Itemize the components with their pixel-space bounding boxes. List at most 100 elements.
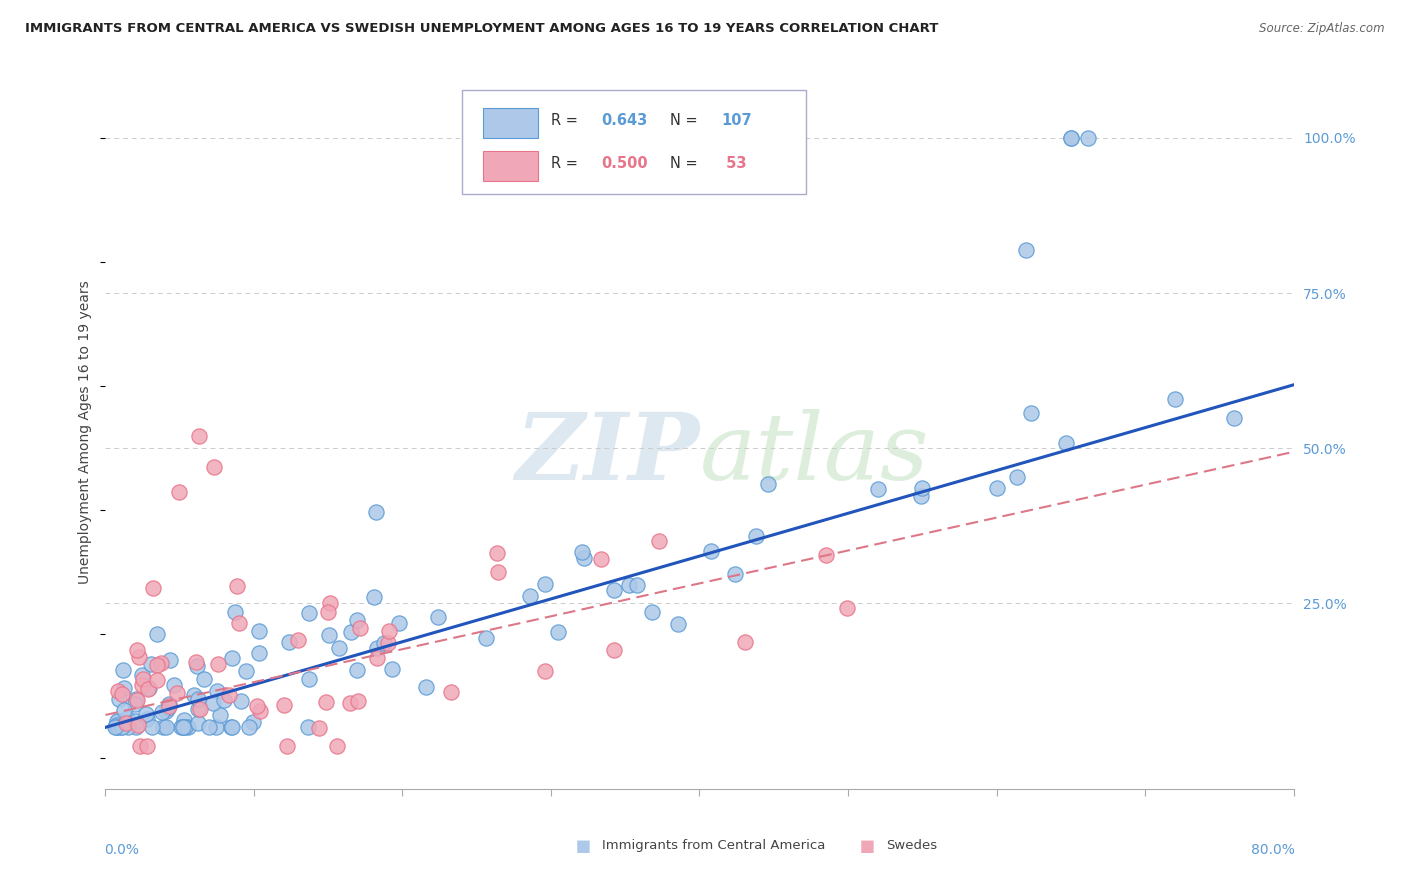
Point xyxy=(318,596,340,610)
Point xyxy=(105,720,128,734)
Point xyxy=(207,657,229,672)
Point xyxy=(346,663,368,677)
Point xyxy=(1077,131,1099,145)
Point xyxy=(187,692,209,706)
Point xyxy=(349,621,371,635)
Point xyxy=(127,643,149,657)
Point xyxy=(221,720,243,734)
FancyBboxPatch shape xyxy=(484,108,538,138)
Point xyxy=(1021,406,1043,420)
Point xyxy=(152,720,174,734)
Point xyxy=(373,635,395,649)
Point xyxy=(641,605,664,619)
Point xyxy=(107,714,129,728)
Point xyxy=(115,715,138,730)
Point xyxy=(146,657,169,672)
Point xyxy=(242,714,264,729)
Point xyxy=(155,720,177,734)
Point xyxy=(648,534,671,549)
Point xyxy=(758,477,780,491)
Point xyxy=(486,565,509,579)
Point xyxy=(169,484,191,499)
Point xyxy=(129,739,152,753)
Point xyxy=(114,703,136,717)
Point xyxy=(603,583,626,598)
Point xyxy=(187,428,209,442)
Point xyxy=(298,673,321,687)
Point xyxy=(603,643,626,657)
Point xyxy=(235,664,257,678)
Point xyxy=(150,656,173,670)
Point xyxy=(155,704,177,718)
Point xyxy=(224,605,246,619)
Point xyxy=(377,636,399,650)
Point xyxy=(146,627,169,641)
Point xyxy=(378,624,401,639)
Point xyxy=(138,681,160,695)
Point xyxy=(202,697,225,711)
Text: N =: N = xyxy=(669,113,702,128)
Point xyxy=(107,692,129,706)
Point xyxy=(219,720,242,734)
Point xyxy=(1054,436,1077,450)
Point xyxy=(110,687,132,701)
Point xyxy=(534,576,557,591)
Point xyxy=(273,698,295,712)
Point xyxy=(745,529,768,543)
Point xyxy=(297,720,319,734)
Point xyxy=(186,658,208,673)
Point xyxy=(163,678,186,692)
Point xyxy=(157,698,180,712)
Point xyxy=(440,685,463,699)
Point xyxy=(104,718,127,732)
Point xyxy=(177,720,200,734)
Point xyxy=(117,720,139,734)
Point xyxy=(115,711,138,725)
Point xyxy=(172,720,194,734)
Point xyxy=(626,578,648,592)
Point xyxy=(699,544,721,558)
Point xyxy=(136,739,159,753)
Point xyxy=(159,653,181,667)
Text: ▪: ▪ xyxy=(575,834,592,857)
Point xyxy=(212,693,235,707)
Point xyxy=(125,714,148,728)
Point xyxy=(724,566,747,581)
Point xyxy=(187,716,209,731)
Text: 0.643: 0.643 xyxy=(600,113,647,128)
Point xyxy=(188,702,211,716)
Text: Swedes: Swedes xyxy=(886,839,936,852)
Point xyxy=(157,698,180,713)
Point xyxy=(173,713,195,727)
Text: R =: R = xyxy=(551,156,582,171)
Point xyxy=(246,699,269,714)
Point xyxy=(572,551,595,566)
Point xyxy=(910,490,932,504)
Point xyxy=(166,686,188,700)
Point xyxy=(187,702,209,716)
Point xyxy=(1014,243,1036,257)
Point xyxy=(229,693,252,707)
Point xyxy=(173,720,195,734)
Point xyxy=(363,591,385,605)
Point xyxy=(986,481,1008,495)
Point xyxy=(340,625,363,640)
FancyBboxPatch shape xyxy=(484,151,538,181)
Point xyxy=(534,665,557,679)
Point xyxy=(135,712,157,726)
Point xyxy=(426,610,449,624)
Text: R =: R = xyxy=(551,113,582,128)
Point xyxy=(128,650,150,665)
Point xyxy=(184,655,207,669)
Point xyxy=(866,482,889,496)
Point xyxy=(315,695,337,709)
Point xyxy=(205,720,228,734)
Point xyxy=(617,578,640,592)
Point xyxy=(135,707,157,722)
Point xyxy=(110,720,132,734)
Point xyxy=(107,720,129,734)
Point xyxy=(124,697,146,711)
Point xyxy=(141,657,163,672)
Point xyxy=(318,628,340,642)
Point xyxy=(131,678,153,692)
